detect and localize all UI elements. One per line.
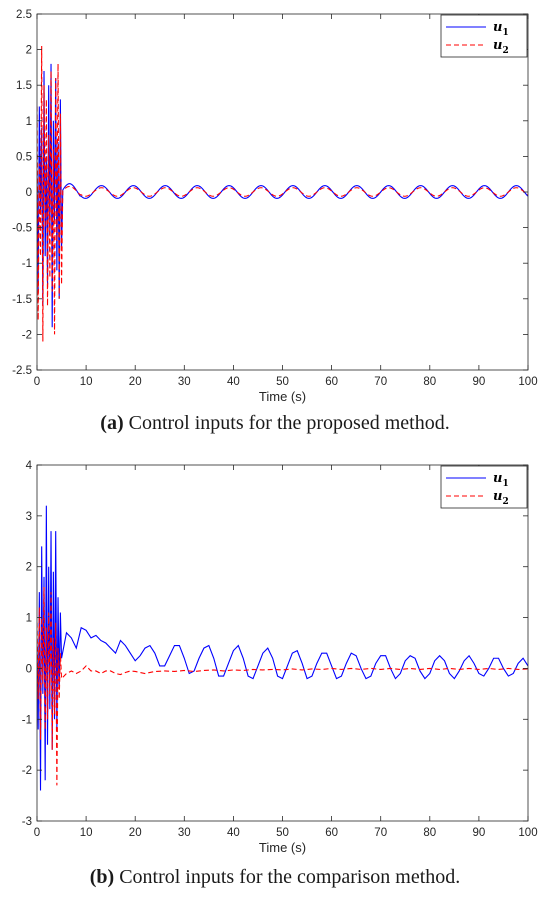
legend-label-u2: u2 [493,489,509,507]
x-tick-label: 80 [423,827,436,839]
x-tick-label: 80 [423,376,436,388]
caption-a-text: Control inputs for the proposed method. [128,412,450,434]
y-tick-label: -2 [22,765,32,777]
x-axis-label: Time (s) [259,840,306,855]
y-tick-label: -0.5 [12,223,32,235]
x-axis-label: Time (s) [259,389,306,404]
y-tick-label: 1 [26,613,32,625]
plot-frame [36,464,529,822]
y-tick-label: 1 [26,116,32,128]
y-tick-label: 0 [26,663,32,675]
x-tick-label: 90 [473,376,486,388]
x-tick-label: 30 [178,827,191,839]
series-line-u2 [37,46,528,342]
x-tick-label: 100 [518,827,537,839]
series-line-u2 [37,587,528,786]
series-line-u1 [37,63,528,328]
y-tick-label: 0 [26,187,32,199]
y-tick-label: 2 [26,45,32,57]
x-tick-label: 90 [473,827,486,839]
x-tick-label: 60 [325,376,338,388]
x-tick-label: 50 [276,827,289,839]
caption-b-text: Control inputs for the comparison method… [119,866,461,888]
chart-b: 0 10 20 30 40 50 60 70 80 90 100 -3 -2 -1 0 1 2 3 4 Time (s… [22,460,538,855]
y-tick-label: -1 [22,714,32,726]
x-tick-label: 70 [374,376,387,388]
figure-panel-b: 0 10 20 30 40 50 60 70 80 90 100 -3 -2 -1 0 1 2 3 4 Time (s… [0,451,550,902]
y-tick-label: 2 [26,562,32,574]
y-tick-label: 0.5 [16,151,32,163]
caption-b-tag: (b) [89,866,115,888]
x-tick-label: 10 [80,376,93,388]
y-tick-label: 4 [26,460,33,472]
caption-a: (a) Control inputs for the proposed meth… [0,412,550,435]
y-tick-label: -2 [22,329,32,341]
y-tick-label: -2.5 [12,365,32,377]
x-tick-label: 60 [325,827,338,839]
chart-a: 0 10 20 30 40 50 60 70 80 90 100 -2.5 -2 -1.5 -1 -0.5 0 0… [12,9,537,404]
x-tick-label: 30 [178,376,191,388]
x-tick-label: 40 [227,376,240,388]
y-tick-label: 1.5 [16,80,32,92]
x-tick-label: 0 [34,827,40,839]
x-tick-label: 50 [276,376,289,388]
legend-label-u2: u2 [493,38,509,56]
legend-label-u1: u1 [493,471,509,489]
caption-b: (b) Control inputs for the comparison me… [0,866,550,889]
y-tick-label: -1.5 [12,294,32,306]
x-tick-label: 20 [129,827,142,839]
x-tick-label: 10 [80,827,93,839]
series-line-u1 [37,505,528,791]
legend-label-u1: u1 [493,20,509,38]
y-tick-label: -3 [22,816,32,828]
x-tick-label: 0 [34,376,40,388]
plot-frame [36,13,529,371]
x-tick-label: 100 [518,376,537,388]
x-tick-label: 70 [374,827,387,839]
y-tick-label: 2.5 [16,9,32,21]
y-tick-label: 3 [26,511,32,523]
x-tick-label: 20 [129,376,142,388]
caption-a-tag: (a) [100,412,124,434]
y-tick-label: -1 [22,258,32,270]
figure-panel-a: 0 10 20 30 40 50 60 70 80 90 100 -2.5 -2 -1.5 -1 -0.5 0 0… [0,0,550,450]
x-tick-label: 40 [227,827,240,839]
